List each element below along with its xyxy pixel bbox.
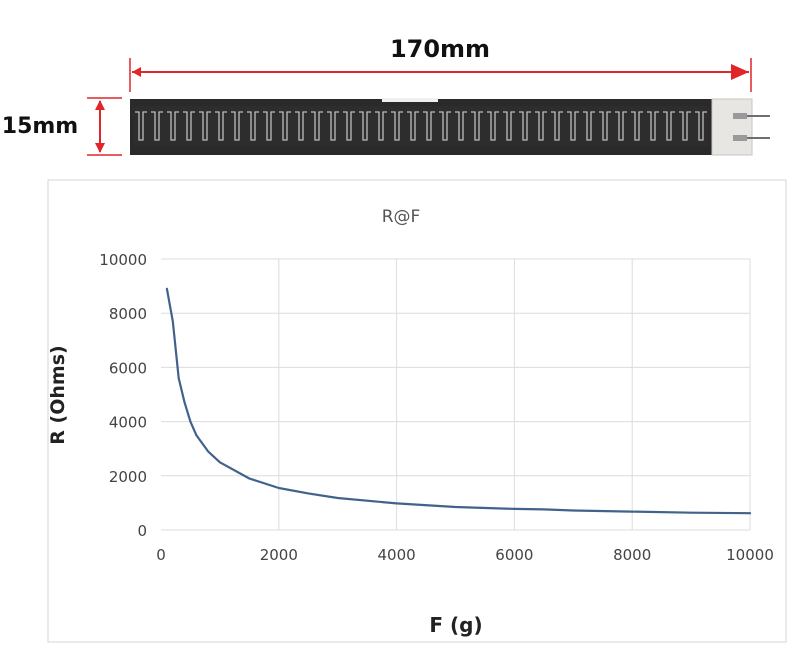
sensor-tail [711,98,753,156]
sensor-illustration: 170mm 15mm [2,35,770,156]
x-tick-label: 0 [156,546,166,564]
y-tick-labels: 0 2000 4000 6000 8000 10000 [99,251,147,540]
length-arrowhead-left [132,67,141,77]
chart-title: R@F [382,207,421,227]
chart-frame [47,179,787,643]
chart: R@F 0 2000 4000 6000 8000 10000 0 2000 4000 6000… [47,179,787,643]
sensor-electrode-pattern [133,106,709,146]
sensor-notch [382,98,438,102]
y-tick-label: 0 [137,522,147,540]
x-axis-title: F (g) [429,613,482,637]
x-tick-label: 6000 [495,546,533,564]
y-tick-label: 6000 [109,359,147,377]
width-label: 15mm [2,114,78,139]
x-tick-label: 10000 [726,546,774,564]
y-tick-label: 8000 [109,305,147,323]
width-arrowhead-top [95,100,105,110]
y-tick-label: 10000 [99,251,147,269]
x-tick-label: 2000 [260,546,298,564]
sensor-contact-top [733,113,747,119]
x-tick-labels: 0 2000 4000 6000 8000 10000 [156,546,774,564]
y-tick-label: 2000 [109,468,147,486]
chart-grid [161,258,751,531]
x-tick-label: 8000 [613,546,651,564]
y-tick-label: 4000 [109,414,147,432]
y-axis-title: R (Ohms) [47,345,69,444]
x-tick-label: 4000 [378,546,416,564]
width-arrowhead-bottom [95,143,105,153]
series-line [165,287,752,515]
sensor-contact-bottom [733,135,747,141]
chart-series [165,287,752,515]
length-label: 170mm [390,35,490,63]
